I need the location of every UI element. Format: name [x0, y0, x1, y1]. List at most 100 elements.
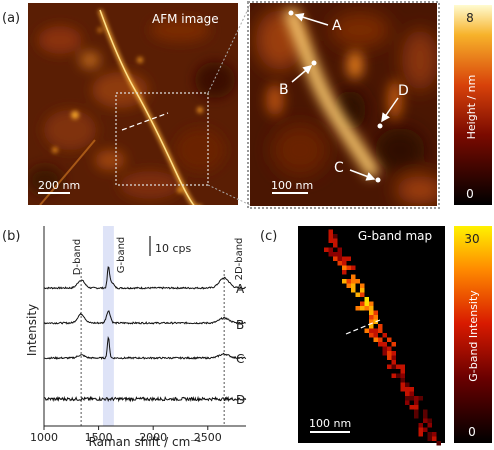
map-pixel: [360, 283, 365, 288]
zoom-connector-top: [207, 4, 251, 94]
x-tick-label: 2500: [194, 431, 222, 444]
spectrum-d: [43, 395, 247, 403]
map-pixel: [414, 396, 419, 401]
x-tick-label: 2000: [139, 431, 167, 444]
x-tick-label: 1500: [85, 431, 113, 444]
map-pixel: [418, 432, 423, 437]
map-pixel: [369, 324, 374, 329]
map-pixel: [391, 373, 396, 378]
map-pixel: [378, 328, 383, 333]
map-pixel: [373, 333, 378, 338]
map-pixel: [418, 427, 423, 432]
point-b-label: B: [279, 82, 289, 98]
map-pixel: [418, 396, 423, 401]
map-pixel: [387, 337, 392, 342]
map-pixel: [355, 279, 360, 284]
cross-section-line: [121, 112, 169, 131]
spectrum-a: [43, 266, 246, 290]
gband-colorbar-max: 30: [464, 232, 479, 246]
map-pixel: [400, 369, 405, 374]
map-pixel: [351, 265, 356, 270]
map-pixel: [432, 432, 437, 437]
map-pixel: [409, 405, 414, 410]
gband-map-title: G-band map: [358, 229, 432, 243]
map-pixel: [351, 283, 356, 288]
map-pixel: [423, 409, 428, 414]
point-c-label: C: [334, 160, 344, 176]
map-pixel: [382, 342, 387, 347]
intensity-scale-label: 10 cps: [155, 242, 192, 255]
gband-colorbar: [454, 226, 492, 443]
map-pixel: [369, 333, 374, 338]
x-tick-label: 1000: [30, 431, 58, 444]
height-colorbar: [454, 5, 492, 205]
map-pixel: [351, 288, 356, 293]
map-pixel: [382, 333, 387, 338]
map-pixel: [378, 337, 383, 342]
point-d-label: D: [398, 83, 409, 99]
map-pixel: [364, 328, 369, 333]
point-d: D: [377, 83, 409, 129]
map-pixel: [400, 387, 405, 392]
map-pixel: [337, 247, 342, 252]
map-pixel: [387, 364, 392, 369]
map-pixel: [400, 378, 405, 383]
map-pixel: [360, 288, 365, 293]
map-pixel: [414, 405, 419, 410]
map-pixel: [333, 238, 338, 243]
g-band-highlight: [102, 226, 114, 426]
map-pixel: [391, 355, 396, 360]
map-pixel: [414, 400, 419, 405]
map-pixel: [351, 279, 356, 284]
map-pixel: [387, 351, 392, 356]
gband-map-image: [298, 226, 445, 446]
map-pixel: [328, 252, 333, 257]
map-pixel: [355, 306, 360, 311]
map-pixel: [346, 265, 351, 270]
d-band-label: D-band: [72, 239, 83, 275]
map-pixel: [382, 351, 387, 356]
map-pixel: [333, 243, 338, 248]
map-pixel: [378, 342, 383, 347]
map-pixel: [382, 346, 387, 351]
height-colorbar-max: 8: [466, 11, 474, 25]
map-pixel: [328, 229, 333, 234]
map-pixel: [423, 418, 428, 423]
point-b: B: [279, 60, 317, 98]
gband-colorbar-label: G-band Intensity: [467, 290, 480, 382]
map-pixel: [369, 310, 374, 315]
map-pixel: [360, 306, 365, 311]
map-pixel: [369, 319, 374, 324]
map-pixel: [373, 337, 378, 342]
map-pixel: [373, 310, 378, 315]
map-pixel: [423, 427, 428, 432]
afm-overview-title: AFM image: [152, 12, 219, 26]
map-pixel: [346, 283, 351, 288]
map-pixel: [427, 418, 432, 423]
map-pixel: [369, 306, 374, 311]
map-pixel: [346, 279, 351, 284]
series-label-a: A: [236, 282, 245, 296]
afm-zoom-frame: [247, 1, 440, 209]
2d-band-label: 2D-band: [234, 238, 245, 281]
zoom-region-box: [115, 92, 209, 186]
map-pixel: [396, 364, 401, 369]
map-pixel: [369, 315, 374, 320]
height-colorbar-label: Height / nm: [465, 75, 478, 140]
map-pixel: [400, 382, 405, 387]
map-pixel: [400, 373, 405, 378]
panel-label-c: (c): [260, 229, 277, 244]
map-pixel: [333, 252, 338, 257]
map-pixel: [364, 301, 369, 306]
map-pixel: [427, 432, 432, 437]
map-pixel: [342, 279, 347, 284]
map-pixel: [409, 387, 414, 392]
map-pixel: [328, 247, 333, 252]
map-pixel: [427, 436, 432, 441]
map-pixel: [405, 396, 410, 401]
map-pixel: [328, 234, 333, 239]
map-pixel: [337, 261, 342, 266]
map-pixel: [373, 315, 378, 320]
map-pixel: [418, 423, 423, 428]
map-pixel: [378, 324, 383, 329]
